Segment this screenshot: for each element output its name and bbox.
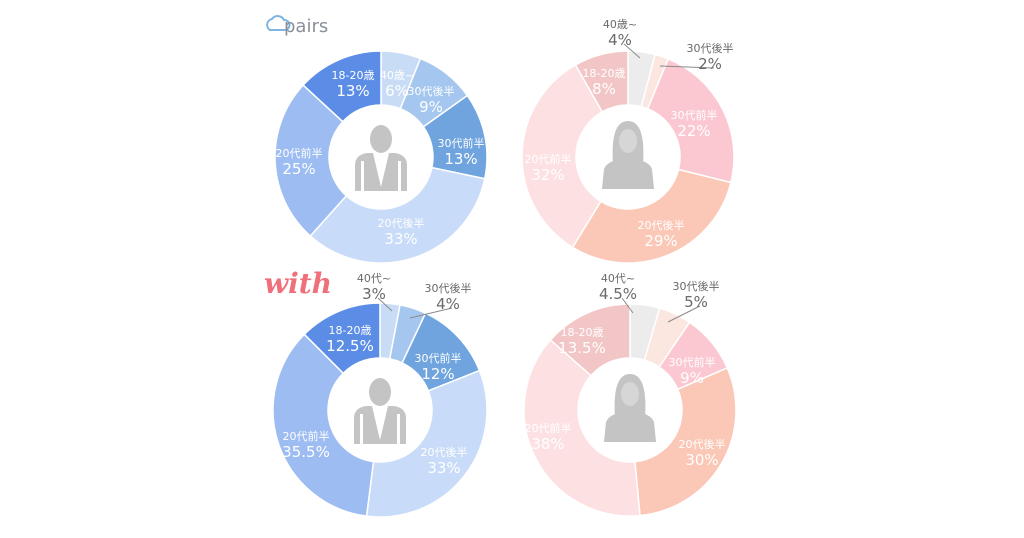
slice-value: 4%	[436, 295, 460, 313]
slice-label: 30代後半	[673, 279, 720, 293]
slice-label: 18-20歳	[332, 69, 375, 82]
slice-label: 20代後半	[679, 437, 726, 451]
slice-label: 40歳~	[380, 69, 414, 82]
slice-value: 9%	[680, 369, 704, 387]
slice-value: 2%	[698, 55, 722, 73]
slice-label: 18-20歳	[561, 326, 604, 339]
leader-line	[409, 307, 453, 319]
slice-value: 8%	[592, 80, 616, 98]
slice-value: 13%	[444, 150, 477, 168]
slice-5	[274, 84, 348, 238]
slice-label: 30代前半	[669, 355, 716, 369]
slice-4	[634, 366, 737, 517]
slice-label: 20代後半	[638, 218, 685, 232]
slice-6	[574, 50, 629, 113]
slice-label: 30代前半	[438, 136, 485, 150]
slice-label: 30代前半	[671, 108, 718, 122]
slice-value: 12%	[421, 365, 454, 383]
slice-4	[571, 168, 732, 264]
slice-label: 40歳~	[603, 18, 637, 31]
with-logo-text: with	[264, 267, 332, 300]
man-silhouette-icon	[355, 125, 407, 191]
slice-value: 5%	[684, 293, 708, 311]
pairs-male-donut: 40歳~6%30代後半9%30代前半13%20代後半33%20代前半25%18-…	[274, 50, 488, 264]
slice-label: 30代前半	[415, 351, 462, 365]
cloud-icon	[266, 15, 291, 31]
leader-line	[667, 305, 701, 323]
man-silhouette-icon	[354, 378, 406, 444]
slice-label: 20代前半	[283, 429, 330, 443]
slice-label: 18-20歳	[329, 324, 372, 337]
pairs-logo-text: pairs	[284, 16, 328, 37]
slice-6	[549, 303, 631, 377]
woman-silhouette-icon	[604, 374, 656, 442]
slice-6	[302, 50, 382, 123]
slice-value: 33%	[427, 459, 460, 477]
slice-value: 30%	[685, 451, 718, 469]
leader-line	[377, 297, 393, 312]
slice-label: 30代後半	[687, 41, 734, 55]
slice-label: 30代後半	[408, 84, 455, 98]
slice-3	[646, 57, 735, 184]
slice-value: 4.5%	[599, 285, 637, 303]
slice-value: 12.5%	[326, 337, 374, 355]
slice-value: 25%	[282, 160, 315, 178]
leader-line	[623, 43, 641, 59]
slice-value: 3%	[362, 285, 386, 303]
slice-value: 33%	[384, 230, 417, 248]
slice-label: 20代前半	[276, 146, 323, 160]
slice-value: 29%	[644, 232, 677, 250]
leader-line	[621, 297, 634, 314]
slice-6	[303, 302, 381, 375]
slice-value: 32%	[531, 166, 564, 184]
slice-value: 38%	[531, 435, 564, 453]
slice-value: 13.5%	[558, 339, 606, 357]
leader-line	[659, 65, 715, 69]
slice-label: 20代後半	[421, 445, 468, 459]
slice-value: 9%	[419, 98, 443, 116]
slice-4	[309, 166, 486, 264]
slice-label: 30代後半	[425, 281, 472, 295]
slice-value: 35.5%	[282, 443, 330, 461]
slice-label: 18-20歳	[583, 67, 626, 80]
slice-5	[523, 338, 641, 517]
slice-label: 20代前半	[525, 152, 572, 166]
slice-label: 40代~	[601, 272, 635, 285]
slice-value: 4%	[608, 31, 632, 49]
woman-silhouette-icon	[602, 121, 654, 189]
slice-5	[272, 333, 375, 517]
slice-value: 6%	[385, 82, 409, 100]
slice-4	[365, 369, 488, 518]
slice-label: 20代前半	[525, 421, 572, 435]
slice-5	[521, 63, 604, 249]
slice-label: 20代後半	[378, 216, 425, 230]
pairs-logo: pairs	[266, 15, 328, 37]
slice-value: 22%	[677, 122, 710, 140]
slice-label: 40代~	[357, 272, 391, 285]
slice-value: 13%	[336, 82, 369, 100]
